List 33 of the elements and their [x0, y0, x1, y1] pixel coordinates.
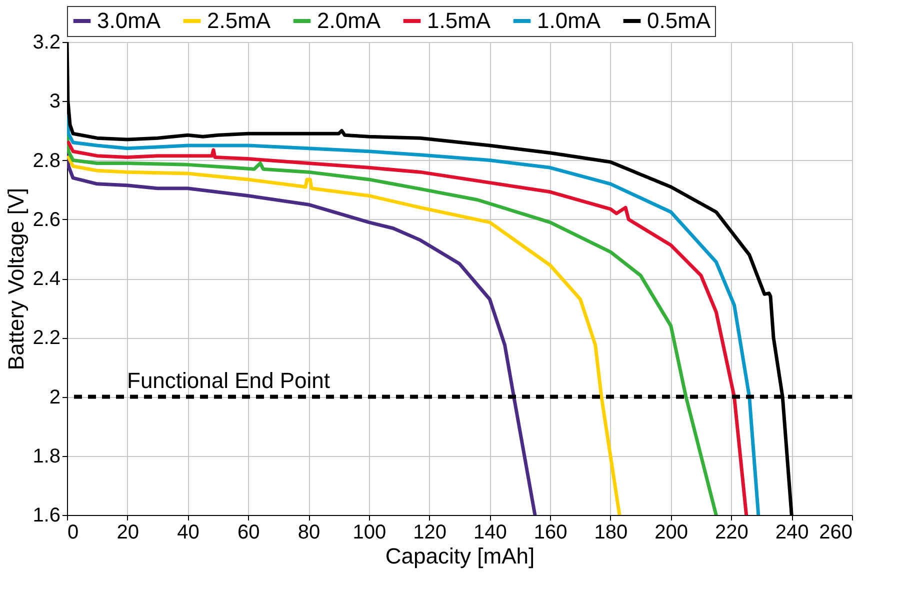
x-tick-label: 40 — [177, 522, 200, 544]
x-tick-label: 120 — [413, 522, 446, 544]
legend-label: 0.5mA — [647, 8, 711, 33]
legend-label: 3.0mA — [97, 8, 161, 33]
legend-label: 1.5mA — [427, 8, 491, 33]
x-axis-title: Capacity [mAh] — [385, 544, 535, 568]
x-tick-label: 0 — [68, 522, 79, 544]
x-tick-label: 260 — [819, 522, 852, 544]
x-tick-label: 180 — [594, 522, 628, 544]
x-tick-label: 20 — [116, 522, 140, 544]
x-tick-label: 60 — [238, 522, 260, 544]
y-tick-label: 3.2 — [32, 32, 60, 54]
x-tick-label: 160 — [534, 522, 568, 544]
y-tick-label: 2 — [49, 386, 60, 408]
line-series — [67, 156, 622, 515]
y-tick-label: 3 — [49, 90, 60, 113]
ref-line-label: Functional End Point — [127, 368, 330, 393]
x-tick-label: 220 — [715, 522, 748, 544]
y-tick-label: 1.8 — [32, 445, 60, 468]
x-tick-label: 80 — [298, 522, 320, 544]
x-tick-label: 240 — [775, 522, 809, 544]
legend-label: 1.0mA — [537, 8, 601, 33]
y-tick-label: 2.4 — [32, 268, 60, 290]
x-tick-label: 100 — [352, 522, 386, 544]
y-axis-title: Battery Voltage [V] — [4, 188, 29, 370]
y-tick-label: 2.2 — [32, 327, 60, 350]
x-tick-label: 200 — [654, 522, 688, 544]
y-tick-label: 2.6 — [32, 208, 60, 231]
legend-label: 2.5mA — [207, 8, 271, 33]
x-tick-label: 140 — [474, 522, 507, 544]
y-tick-label: 2.8 — [32, 150, 60, 172]
legend-label: 2.0mA — [317, 8, 381, 33]
y-tick-label: 1.6 — [32, 504, 60, 526]
